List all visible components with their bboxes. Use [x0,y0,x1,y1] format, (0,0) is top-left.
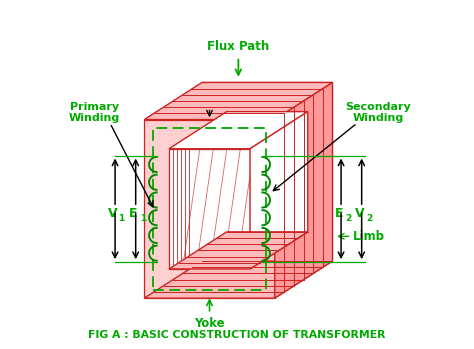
Polygon shape [169,232,308,269]
Text: V: V [355,208,365,221]
Text: FIG A : BASIC CONSTRUCTION OF TRANSFORMER: FIG A : BASIC CONSTRUCTION OF TRANSFORME… [88,330,386,340]
Bar [208,124,289,244]
Text: 1: 1 [140,214,146,223]
Bar [153,128,266,290]
Bar [202,82,332,261]
Bar [144,120,275,298]
Text: 1: 1 [118,214,125,223]
Polygon shape [169,112,308,149]
Text: 2: 2 [345,214,351,223]
Text: Flux Path: Flux Path [207,40,270,53]
Bar [173,101,304,280]
Bar [154,113,284,292]
Text: Secondary
Winding: Secondary Winding [345,102,410,124]
Text: Limb: Limb [353,230,385,243]
Text: Yoke: Yoke [194,317,225,330]
Polygon shape [144,261,332,298]
Polygon shape [144,82,332,120]
Bar [198,130,279,250]
Bar [164,107,294,286]
Bar [188,136,269,257]
Text: Primary
Winding: Primary Winding [69,102,120,124]
Text: E: E [335,208,343,221]
Bar [217,118,298,238]
Polygon shape [275,82,332,298]
Text: 2: 2 [366,214,372,223]
Bar [227,112,308,232]
Bar [183,95,313,273]
Polygon shape [250,112,308,269]
Bar [179,142,260,263]
Text: E: E [129,208,138,221]
Bar [192,89,323,267]
Text: V: V [108,208,118,221]
Bar [169,149,250,269]
